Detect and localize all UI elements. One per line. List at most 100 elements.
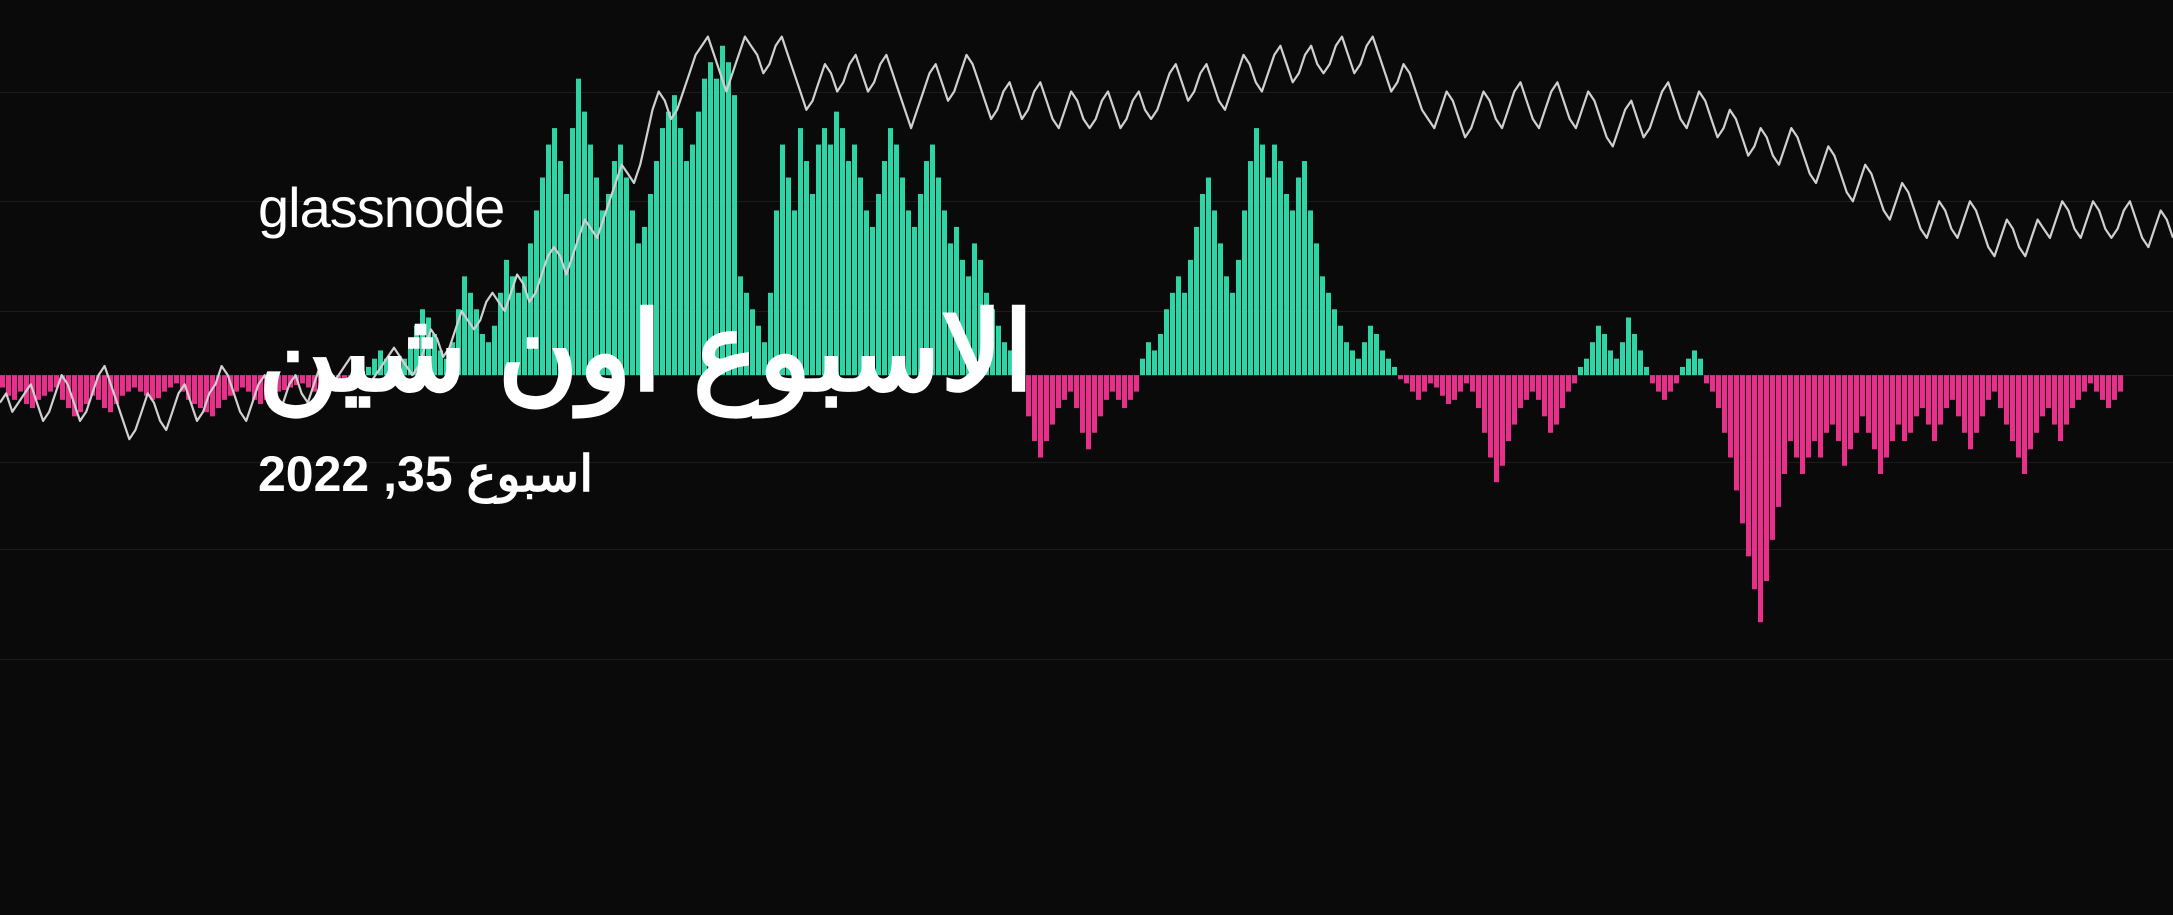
positive-bar: [1338, 326, 1343, 375]
negative-bar: [1902, 375, 1907, 441]
negative-bar: [1530, 375, 1535, 391]
positive-bar: [1164, 309, 1169, 375]
negative-bar: [1500, 375, 1505, 466]
negative-bar: [1962, 375, 1967, 433]
positive-bar: [1578, 367, 1583, 375]
negative-bar: [1896, 375, 1901, 424]
positive-bar: [1194, 227, 1199, 375]
negative-bar: [1038, 375, 1043, 457]
negative-bar: [1044, 375, 1049, 441]
positive-bar: [1242, 210, 1247, 375]
positive-bar: [1620, 342, 1625, 375]
negative-bar: [0, 375, 5, 387]
negative-bar: [1524, 375, 1529, 400]
negative-bar: [1434, 375, 1439, 387]
negative-bar: [1926, 375, 1931, 424]
positive-bar: [1278, 161, 1283, 375]
negative-bar: [1890, 375, 1895, 441]
negative-bar: [1464, 375, 1469, 383]
negative-bar: [1986, 375, 1991, 400]
negative-bar: [1452, 375, 1457, 400]
positive-bar: [1356, 359, 1361, 375]
positive-bar: [1614, 359, 1619, 375]
negative-bar: [1812, 375, 1817, 441]
negative-bar: [36, 375, 41, 400]
negative-bar: [2106, 375, 2111, 408]
negative-bar: [1770, 375, 1775, 540]
negative-bar: [2004, 375, 2009, 424]
negative-bar: [1470, 375, 1475, 391]
negative-bar: [1506, 375, 1511, 441]
positive-bar: [1236, 260, 1241, 375]
negative-bar: [1134, 375, 1139, 391]
negative-bar: [2016, 375, 2021, 457]
negative-bar: [2052, 375, 2057, 424]
positive-bar: [1320, 276, 1325, 375]
negative-bar: [1968, 375, 1973, 449]
positive-bar: [1260, 145, 1265, 376]
negative-bar: [1488, 375, 1493, 457]
positive-bar: [1290, 210, 1295, 375]
negative-bar: [1050, 375, 1055, 424]
positive-bar: [1644, 367, 1649, 375]
negative-bar: [1476, 375, 1481, 408]
negative-bar: [2076, 375, 2081, 400]
negative-bar: [2010, 375, 2015, 441]
negative-bar: [1878, 375, 1883, 474]
negative-bar: [1824, 375, 1829, 433]
negative-bar: [1992, 375, 1997, 391]
positive-bar: [1296, 178, 1301, 376]
negative-bar: [174, 375, 179, 383]
negative-bar: [1920, 375, 1925, 408]
negative-bar: [2022, 375, 2027, 474]
negative-bar: [1548, 375, 1553, 433]
negative-bar: [1716, 375, 1721, 408]
negative-bar: [1536, 375, 1541, 400]
positive-bar: [1380, 350, 1385, 375]
negative-bar: [1542, 375, 1547, 416]
negative-bar: [1758, 375, 1763, 622]
negative-bar: [2088, 375, 2093, 383]
negative-bar: [1710, 375, 1715, 391]
positive-bar: [1212, 210, 1217, 375]
negative-bar: [102, 375, 107, 408]
positive-bar: [1140, 359, 1145, 375]
positive-bar: [1188, 260, 1193, 375]
negative-bar: [1782, 375, 1787, 474]
negative-bar: [1776, 375, 1781, 507]
negative-bar: [1080, 375, 1085, 433]
negative-bar: [1062, 375, 1067, 400]
negative-bar: [1914, 375, 1919, 416]
negative-bar: [1566, 375, 1571, 391]
positive-bar: [1152, 350, 1157, 375]
positive-bar: [1230, 293, 1235, 375]
negative-bar: [1884, 375, 1889, 457]
negative-bar: [168, 375, 173, 387]
positive-bar: [1596, 326, 1601, 375]
negative-bar: [1428, 375, 1433, 383]
negative-bar: [1800, 375, 1805, 474]
negative-bar: [1128, 375, 1133, 400]
positive-bar: [1698, 359, 1703, 375]
negative-bar: [1422, 375, 1427, 391]
negative-bar: [1554, 375, 1559, 424]
negative-bar: [120, 375, 125, 396]
negative-bar: [162, 375, 167, 391]
positive-bar: [1386, 359, 1391, 375]
negative-bar: [1674, 375, 1679, 383]
negative-bar: [126, 375, 131, 391]
negative-bar: [1746, 375, 1751, 556]
positive-bar: [1608, 350, 1613, 375]
negative-bar: [1860, 375, 1865, 416]
negative-bar: [1872, 375, 1877, 449]
title-label: الاسبوع اون شين: [258, 290, 1034, 417]
negative-bar: [1788, 375, 1793, 441]
negative-bar: [1560, 375, 1565, 408]
negative-bar: [1854, 375, 1859, 433]
negative-bar: [2112, 375, 2117, 400]
negative-bar: [1950, 375, 1955, 400]
negative-bar: [1098, 375, 1103, 416]
positive-bar: [1308, 210, 1313, 375]
negative-bar: [1908, 375, 1913, 433]
negative-bar: [1842, 375, 1847, 466]
